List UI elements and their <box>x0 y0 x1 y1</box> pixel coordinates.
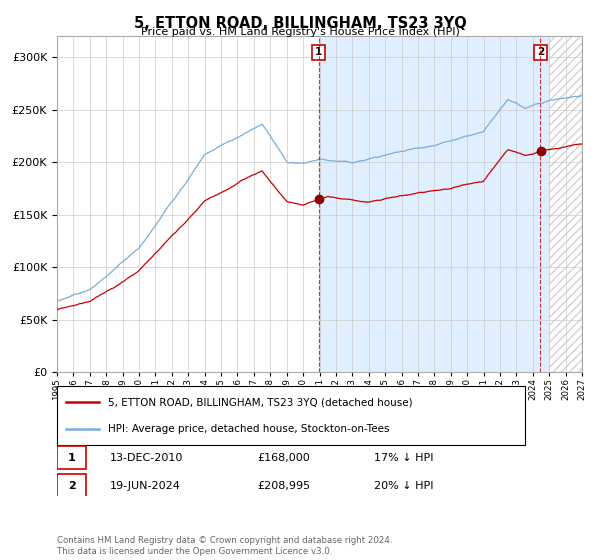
Bar <box>319 36 549 372</box>
Text: 19-JUN-2024: 19-JUN-2024 <box>110 480 181 491</box>
FancyBboxPatch shape <box>57 446 86 469</box>
Text: 20% ↓ HPI: 20% ↓ HPI <box>374 480 433 491</box>
Text: Price paid vs. HM Land Registry's House Price Index (HPI): Price paid vs. HM Land Registry's House … <box>140 27 460 37</box>
Text: 1: 1 <box>68 453 76 463</box>
FancyBboxPatch shape <box>57 474 86 497</box>
Text: £208,995: £208,995 <box>257 480 311 491</box>
Text: 17% ↓ HPI: 17% ↓ HPI <box>374 453 433 463</box>
Text: 13-DEC-2010: 13-DEC-2010 <box>110 453 183 463</box>
Bar <box>549 36 582 372</box>
Text: 5, ETTON ROAD, BILLINGHAM, TS23 3YQ: 5, ETTON ROAD, BILLINGHAM, TS23 3YQ <box>134 16 466 31</box>
Text: 2: 2 <box>68 480 76 491</box>
Text: 1: 1 <box>315 47 322 57</box>
Text: 2: 2 <box>537 47 544 57</box>
Text: HPI: Average price, detached house, Stockton-on-Tees: HPI: Average price, detached house, Stoc… <box>109 424 390 435</box>
Text: Contains HM Land Registry data © Crown copyright and database right 2024.
This d: Contains HM Land Registry data © Crown c… <box>57 536 392 556</box>
Text: 5, ETTON ROAD, BILLINGHAM, TS23 3YQ (detached house): 5, ETTON ROAD, BILLINGHAM, TS23 3YQ (det… <box>109 397 413 407</box>
Text: £168,000: £168,000 <box>257 453 310 463</box>
